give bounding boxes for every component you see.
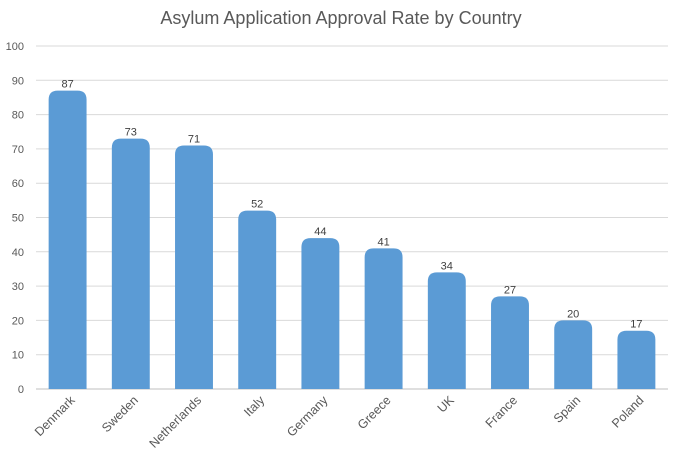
data-label-netherlands: 71 <box>188 133 200 145</box>
y-tick-label: 60 <box>12 178 24 190</box>
category-label-italy: Italy <box>241 393 268 420</box>
data-labels: 87 73 71 52 44 41 34 27 20 17 <box>61 79 642 331</box>
data-label-denmark: 87 <box>61 79 73 91</box>
data-label-uk: 34 <box>441 260 453 272</box>
bar-uk <box>427 272 466 389</box>
chart-title: Asylum Application Approval Rate by Coun… <box>160 8 522 28</box>
bar-italy <box>238 210 277 389</box>
bars <box>48 90 656 389</box>
data-label-greece: 41 <box>377 236 389 248</box>
y-tick-label: 90 <box>12 75 24 87</box>
data-label-sweden: 73 <box>125 127 137 139</box>
category-label-germany: Germany <box>284 393 331 440</box>
y-tick-label: 100 <box>6 41 24 53</box>
y-tick-label: 10 <box>12 350 24 362</box>
y-tick-label: 20 <box>12 315 24 327</box>
data-label-poland: 17 <box>630 319 642 331</box>
bar-spain <box>554 320 593 389</box>
bar-poland <box>617 330 656 389</box>
category-label-denmark: Denmark <box>32 393 78 439</box>
data-label-spain: 20 <box>567 308 579 320</box>
data-label-italy: 52 <box>251 199 263 211</box>
data-label-france: 27 <box>504 284 516 296</box>
gridlines <box>36 45 668 390</box>
y-tick-label: 70 <box>12 144 24 156</box>
category-label-uk: UK <box>435 393 458 416</box>
y-tick-label: 50 <box>12 213 24 225</box>
y-tick-label: 40 <box>12 247 24 259</box>
category-label-greece: Greece <box>355 393 394 432</box>
category-label-poland: Poland <box>609 393 646 430</box>
bar-denmark <box>48 90 87 389</box>
bar-france <box>491 296 529 389</box>
y-tick-label: 80 <box>12 110 24 122</box>
y-axis-ticks: 0 10 20 30 40 50 60 70 80 90 100 <box>6 41 24 396</box>
bar-netherlands <box>175 145 213 389</box>
category-label-spain: Spain <box>551 393 584 426</box>
y-tick-label: 0 <box>18 384 24 396</box>
bar-germany <box>301 238 340 389</box>
data-label-germany: 44 <box>314 226 326 238</box>
bar-greece <box>364 248 403 389</box>
category-label-france: France <box>483 393 520 430</box>
category-label-netherlands: Netherlands <box>147 393 205 451</box>
category-labels: Denmark Sweden Netherlands Italy Germany Gree… <box>32 393 647 451</box>
bar-sweden <box>111 138 150 389</box>
y-tick-label: 30 <box>12 281 24 293</box>
category-label-sweden: Sweden <box>99 393 141 435</box>
